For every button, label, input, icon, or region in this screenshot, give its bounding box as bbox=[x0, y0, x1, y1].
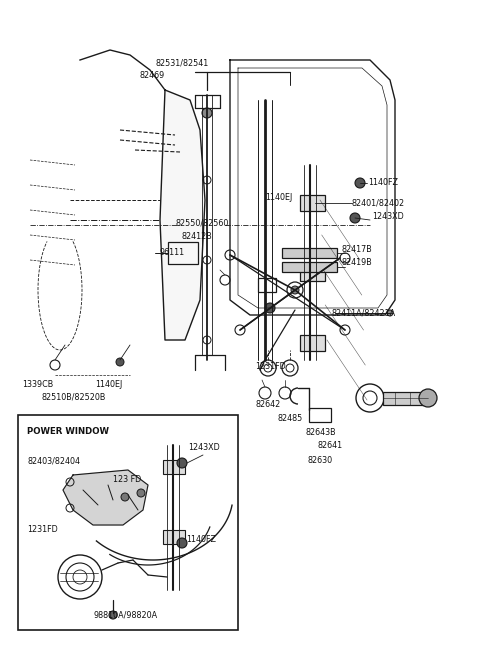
Text: 82510B/82520B: 82510B/82520B bbox=[42, 393, 107, 402]
Text: 82550/82560: 82550/82560 bbox=[175, 218, 228, 227]
Text: 82643B: 82643B bbox=[305, 428, 336, 437]
Text: 1140FZ: 1140FZ bbox=[368, 178, 398, 187]
Text: 82630: 82630 bbox=[308, 456, 333, 465]
Polygon shape bbox=[160, 90, 205, 340]
Text: 82531/82541: 82531/82541 bbox=[155, 58, 208, 67]
Text: 1339CB: 1339CB bbox=[22, 380, 53, 389]
Circle shape bbox=[387, 310, 393, 316]
Text: 1140FZ: 1140FZ bbox=[186, 535, 216, 544]
Text: 82417B: 82417B bbox=[342, 245, 373, 254]
Bar bbox=[383, 392, 428, 405]
Text: 82642: 82642 bbox=[255, 400, 280, 409]
Bar bbox=[309, 408, 331, 422]
Text: 82411A/82421A: 82411A/82421A bbox=[332, 308, 396, 317]
Bar bbox=[258, 278, 276, 292]
Bar bbox=[18, 415, 238, 630]
Text: 1140EJ: 1140EJ bbox=[265, 193, 292, 202]
Bar bbox=[300, 265, 325, 281]
Circle shape bbox=[177, 458, 187, 468]
Bar bbox=[168, 242, 198, 264]
Text: 1231FD: 1231FD bbox=[27, 525, 58, 534]
Text: 82412B: 82412B bbox=[182, 232, 213, 241]
Circle shape bbox=[291, 286, 299, 294]
Text: 82403/82404: 82403/82404 bbox=[27, 457, 80, 466]
Circle shape bbox=[202, 108, 212, 118]
Circle shape bbox=[121, 493, 129, 501]
Text: 123 FD: 123 FD bbox=[113, 475, 141, 484]
Text: 82401/82402: 82401/82402 bbox=[352, 198, 405, 207]
Text: 96111: 96111 bbox=[160, 248, 185, 257]
Text: POWER WINDOW: POWER WINDOW bbox=[27, 427, 109, 436]
Circle shape bbox=[350, 213, 360, 223]
Bar bbox=[282, 248, 337, 258]
Circle shape bbox=[355, 178, 365, 188]
Circle shape bbox=[177, 538, 187, 548]
Text: 98810A/98820A: 98810A/98820A bbox=[93, 610, 157, 619]
Text: 1231FD: 1231FD bbox=[255, 362, 286, 371]
Text: 1243XD: 1243XD bbox=[188, 443, 220, 452]
Bar bbox=[282, 262, 337, 272]
Text: 82641: 82641 bbox=[318, 441, 343, 450]
Text: 1243XD: 1243XD bbox=[372, 212, 404, 221]
Circle shape bbox=[137, 489, 145, 497]
Text: 82419B: 82419B bbox=[342, 258, 373, 267]
Bar bbox=[300, 195, 325, 211]
Bar bbox=[163, 460, 185, 474]
Polygon shape bbox=[63, 470, 148, 525]
Circle shape bbox=[116, 358, 124, 366]
Text: 82469: 82469 bbox=[140, 71, 165, 80]
Text: 1140EJ: 1140EJ bbox=[95, 380, 122, 389]
Circle shape bbox=[109, 611, 117, 619]
Text: 82485: 82485 bbox=[278, 414, 303, 423]
Bar bbox=[300, 335, 325, 351]
Bar bbox=[163, 530, 185, 544]
Circle shape bbox=[265, 303, 275, 313]
Circle shape bbox=[419, 389, 437, 407]
